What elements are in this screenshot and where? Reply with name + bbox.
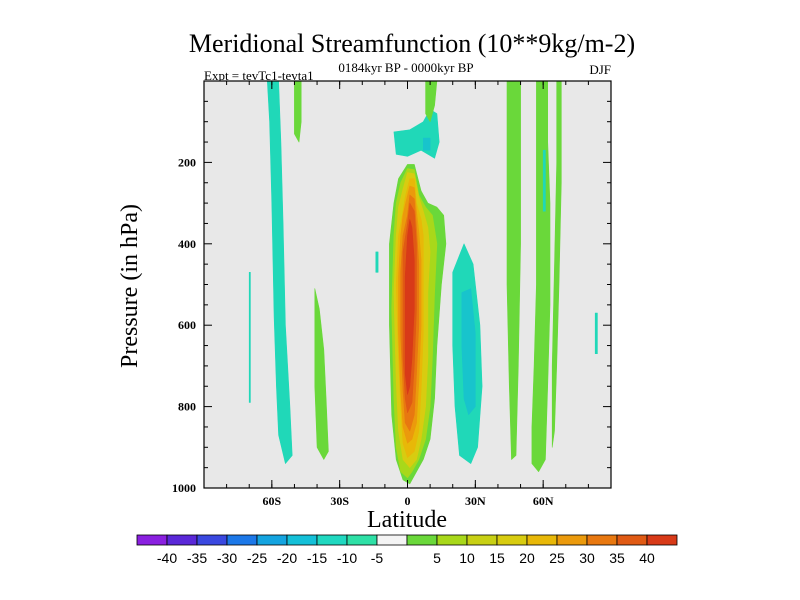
- chart-title: Meridional Streamfunction (10**9kg/m-2): [189, 29, 635, 58]
- colorbar-label: -10: [337, 550, 357, 566]
- contour-sh-upper-pos: [294, 80, 302, 143]
- colorbar-label: -15: [307, 550, 327, 566]
- center-string: 0184kyr BP - 0000kyr BP: [338, 60, 473, 75]
- contour-eq-cell-40: [404, 219, 415, 395]
- contour-tropical-upper-neg-core: [422, 137, 431, 151]
- left-string: Expt = tevTc1-tevta1: [204, 68, 314, 83]
- contour-sh-high-lat-neg: [266, 80, 293, 464]
- contour-sh-mid-lat-pos: [314, 288, 329, 460]
- colorbar-box: [436, 534, 468, 546]
- x-axis-label: Latitude: [367, 507, 447, 533]
- colorbar-box: [286, 534, 318, 546]
- colorbar: -40 -35 -30 -25 -20 -15 -10 -5 5 10 15 20 25 30 35 40: [136, 534, 678, 566]
- colorbar-box: [556, 534, 588, 546]
- right-string: DJF: [589, 62, 611, 77]
- colorbar-label: -25: [247, 550, 267, 566]
- colorbar-label: 40: [639, 550, 655, 566]
- y-tick-label: 800: [178, 400, 196, 414]
- colorbar-box: [526, 534, 558, 546]
- y-tick-label: 400: [178, 237, 196, 251]
- y-tick-label: 200: [178, 155, 196, 169]
- x-tick-label: 60S: [262, 494, 281, 508]
- colorbar-label: -30: [217, 550, 237, 566]
- colorbar-box: [496, 534, 528, 546]
- colorbar-box: [136, 534, 168, 546]
- colorbar-label: 30: [579, 550, 595, 566]
- colorbar-box: [166, 534, 198, 546]
- colorbar-label: 5: [433, 550, 441, 566]
- colorbar-label: 25: [549, 550, 565, 566]
- colorbar-box: [196, 534, 228, 546]
- colorbar-box: [226, 534, 258, 546]
- contour-sh-small-neg: [375, 251, 379, 273]
- x-tick-label: 30N: [465, 494, 486, 508]
- x-tick-label: 0: [405, 494, 411, 508]
- colorbar-label: 15: [489, 550, 505, 566]
- colorbar-box: [376, 534, 408, 546]
- colorbar-label: 10: [459, 550, 475, 566]
- colorbar-box: [256, 534, 288, 546]
- colorbar-label: -5: [371, 550, 384, 566]
- colorbar-box: [346, 534, 378, 546]
- colorbar-label: 35: [609, 550, 625, 566]
- contour-nh-small-neg-a: [542, 149, 546, 212]
- contour-nh-small-neg-b: [594, 312, 598, 355]
- contour-nh-high-lat-pos-c: [551, 80, 562, 448]
- colorbar-box: [316, 534, 348, 546]
- x-tick-label: 60N: [533, 494, 554, 508]
- colorbar-box: [406, 534, 438, 546]
- colorbar-label: -20: [277, 550, 297, 566]
- y-tick-label: 600: [178, 318, 196, 332]
- colorbar-label: -40: [157, 550, 177, 566]
- contour-nh-tropical-neg-core: [461, 288, 476, 416]
- x-tick-label: 30S: [330, 494, 349, 508]
- axis-ticks: 60S 30S 0 30N 60N 200 400 600 800 1000: [172, 81, 612, 508]
- contour-sh-polar-sliver: [248, 271, 251, 403]
- colorbar-label: 20: [519, 550, 535, 566]
- colorbar-box: [586, 534, 618, 546]
- colorbar-box: [646, 534, 678, 546]
- y-tick-label: 1000: [172, 481, 196, 495]
- colorbar-box: [616, 534, 648, 546]
- colorbar-box: [466, 534, 498, 546]
- y-axis-label: Pressure (in hPa): [117, 204, 143, 368]
- contour-fills: [248, 80, 598, 485]
- contour-nh-mid-lat-pos-a: [506, 80, 521, 460]
- colorbar-label: -35: [187, 550, 207, 566]
